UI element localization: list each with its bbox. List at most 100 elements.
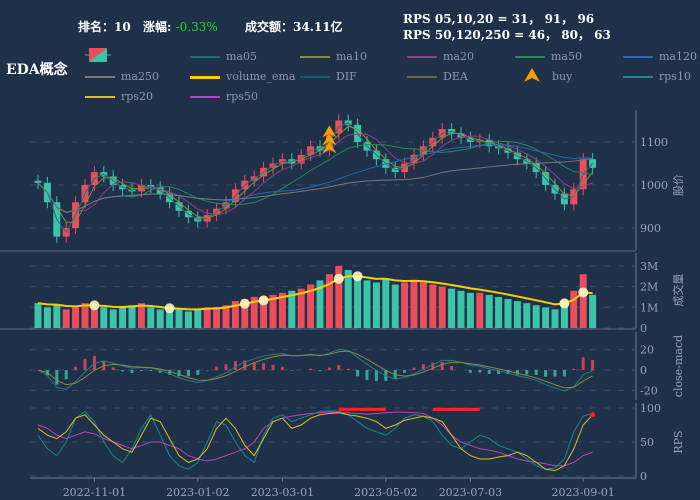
y-tick-label: -20	[640, 384, 658, 397]
volume-bar	[429, 284, 437, 328]
volume-bar	[316, 280, 324, 328]
volume-bar	[53, 305, 61, 328]
volume-bar	[147, 307, 155, 328]
legend-buy[interactable]: buy	[522, 68, 572, 83]
x-tick-label: 2022-11-01	[63, 486, 126, 499]
volume-bar	[410, 280, 418, 328]
y-tick-label: 20	[640, 344, 654, 357]
legend-volume_ema[interactable]: volume_ema	[190, 70, 295, 83]
volume-bar	[297, 288, 305, 328]
legend-line-icon	[623, 76, 653, 78]
legend-label: ma05	[226, 50, 257, 63]
y-tick-label: 100	[640, 402, 661, 415]
ma10-line	[37, 125, 593, 223]
legend-DEA[interactable]: DEA	[407, 70, 468, 83]
dea-line	[37, 350, 593, 389]
chart-title: EDA概念	[6, 62, 68, 78]
volume-bar	[513, 301, 521, 328]
volume-bar	[532, 305, 540, 328]
macd-bar	[168, 370, 172, 375]
legend-rps50[interactable]: rps50	[190, 90, 258, 103]
macd-bar	[64, 370, 68, 380]
legend-label: ma250	[121, 70, 159, 83]
volume-bar	[194, 309, 202, 328]
legend-ma20[interactable]: ma20	[407, 50, 474, 63]
volume-bar	[62, 309, 70, 328]
legend-DIF[interactable]: DIF	[300, 70, 357, 83]
volume-bar	[485, 294, 493, 328]
legend-rps20[interactable]: rps20	[85, 90, 153, 103]
legend-ma120[interactable]: ma120	[623, 50, 697, 63]
legend-label: ma120	[659, 50, 697, 63]
macd-bar	[74, 366, 78, 370]
ma05-line	[37, 122, 593, 234]
macd-bar	[421, 364, 425, 370]
volume-bar	[34, 303, 42, 328]
legend-label: rps50	[226, 90, 258, 103]
volume-ema-highlight	[333, 273, 344, 284]
macd-bar	[431, 362, 435, 370]
legend-line-icon	[190, 96, 220, 98]
legend-line-icon	[407, 76, 437, 78]
volume-bar	[495, 296, 503, 328]
volume-bar	[43, 307, 51, 328]
macd-bar	[196, 370, 200, 375]
legend-line-icon	[85, 76, 115, 78]
volume-bar	[401, 282, 409, 328]
legend-ma50[interactable]: ma50	[515, 50, 582, 63]
macd-bar	[468, 370, 472, 373]
volume-bar	[137, 303, 145, 328]
legend-rps10[interactable]: rps10	[623, 70, 691, 83]
macd-bar	[403, 370, 407, 373]
macd-bar	[506, 370, 510, 375]
macd-bar	[515, 370, 519, 375]
rps20-line	[37, 412, 593, 472]
volume-bar	[523, 303, 531, 328]
legend-label: ma50	[551, 50, 582, 63]
volume-bar	[438, 286, 446, 328]
volume-ema-highlight	[164, 303, 175, 314]
ma20-line	[37, 133, 593, 216]
volume-bar	[100, 307, 108, 328]
macd-bar	[525, 370, 529, 375]
volume-bar	[231, 301, 239, 328]
volume-bar	[166, 311, 174, 328]
volume-bar	[551, 309, 559, 328]
legend-label: DIF	[336, 70, 357, 83]
macd-bar	[374, 370, 378, 382]
legend-line-icon	[190, 56, 220, 58]
ma120-line	[37, 144, 593, 213]
volume-ema-highlight	[239, 298, 250, 309]
x-tick-label: 2023-03-01	[251, 486, 314, 499]
volume-bar	[222, 305, 230, 328]
macd-bar	[365, 370, 369, 380]
legend-line-icon	[300, 76, 330, 78]
change: 涨幅: -0.33%	[143, 20, 218, 34]
macd-bar	[205, 370, 209, 371]
volume-bar	[363, 280, 371, 328]
volume-bar	[288, 290, 296, 328]
legend-ma250[interactable]: ma250	[85, 70, 159, 83]
legend-ma10[interactable]: ma10	[300, 50, 367, 63]
legend-candle[interactable]	[85, 48, 111, 65]
x-tick-label: 2023-09-01	[551, 486, 614, 499]
macd-bar	[271, 365, 275, 370]
legend-ma05[interactable]: ma05	[190, 50, 257, 63]
volume-bar	[203, 307, 211, 328]
volume-bar	[391, 284, 399, 328]
volume-bar	[184, 311, 192, 328]
volume-bar	[344, 270, 352, 328]
volume-bar	[448, 288, 456, 328]
legend-line-icon	[300, 56, 330, 58]
volume-ema-highlight	[352, 271, 363, 282]
volume-bar	[325, 274, 333, 328]
volume-ema-highlight	[559, 298, 570, 309]
volume-bar	[213, 307, 221, 328]
macd-bar	[309, 368, 313, 370]
macd-bar	[149, 370, 153, 371]
macd-bar	[591, 359, 595, 370]
legend-label: DEA	[443, 70, 468, 83]
legend-line-icon	[190, 76, 220, 79]
macd-bar	[243, 360, 247, 370]
macd-bar	[318, 370, 322, 372]
